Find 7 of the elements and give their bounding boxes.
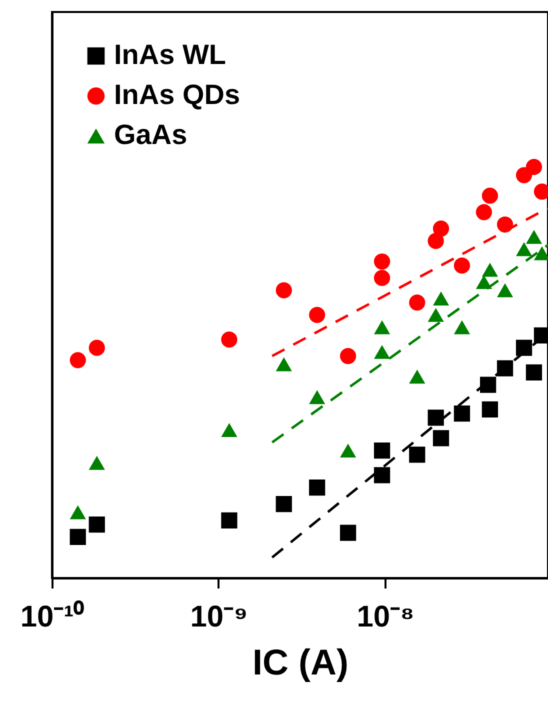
x-tick-label: 10⁻¹⁰: [20, 600, 85, 634]
x-axis-title: IC (A): [252, 642, 348, 682]
legend-label: GaAs: [114, 119, 188, 150]
legend-label: InAs WL: [114, 39, 226, 70]
legend-label: InAs QDs: [114, 79, 240, 110]
x-tick-label: 10⁻⁸: [356, 600, 414, 634]
x-tick-label: 10⁻⁹: [190, 600, 248, 634]
